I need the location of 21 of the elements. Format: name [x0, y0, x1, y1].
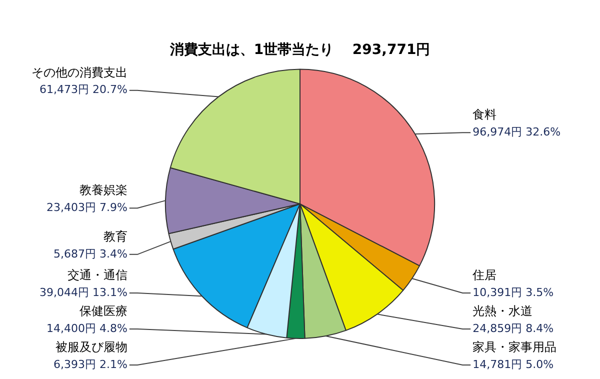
- data-label: 61,473円 20.7%: [39, 83, 128, 96]
- slice-label: 交通・通信: [67, 268, 128, 282]
- data-label: 14,400円 4.8%: [46, 322, 128, 335]
- slice-label: 食料: [472, 108, 497, 122]
- slice-label: その他の消費支出: [31, 65, 128, 80]
- slice-label: 光熱・水道: [472, 304, 533, 318]
- data-label: 10,391円 3.5%: [472, 286, 554, 299]
- slice-label: 保健医療: [79, 304, 128, 318]
- data-label: 24,859円 8.4%: [472, 322, 554, 335]
- data-label: 96,974円 32.6%: [472, 125, 561, 138]
- data-label: 23,403円 7.9%: [46, 200, 128, 214]
- data-label: 39,044円 13.1%: [39, 286, 128, 299]
- slice-label: 被服及び履物: [55, 340, 128, 354]
- slice-label: 教養娯楽: [79, 183, 128, 198]
- slice-label: 住居: [472, 268, 497, 282]
- data-label: 14,781円 5.0%: [472, 358, 554, 371]
- slice-label: 家具・家事用品: [472, 340, 557, 354]
- chart-title: 消費支出は、1世帯当たり 293,771円: [168, 42, 430, 58]
- slice-label: 教育: [103, 230, 128, 244]
- data-label: 5,687円 3.4%: [53, 247, 128, 260]
- data-label: 6,393円 2.1%: [53, 358, 128, 371]
